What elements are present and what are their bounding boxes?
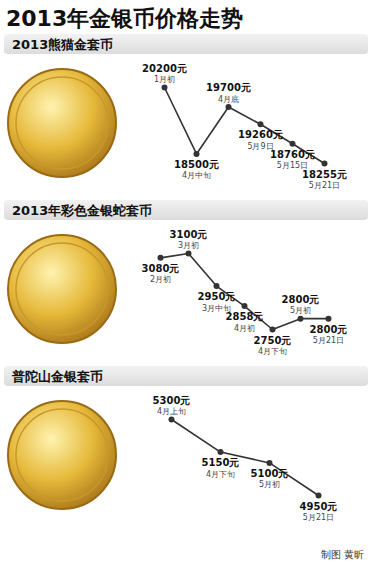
- html-text:2013年金银币价格走势: 2013年金银币价格走势: [6, 6, 244, 31]
- svg-text:2月初: 2月初: [150, 275, 171, 284]
- svg-text:1月初: 1月初: [154, 75, 175, 84]
- svg-text:3100元: 3100元: [170, 229, 208, 240]
- svg-text:5月初: 5月初: [259, 480, 280, 489]
- svg-text:5月21日: 5月21日: [303, 513, 334, 522]
- svg-text:2950元: 2950元: [198, 291, 236, 302]
- svg-text:3080元: 3080元: [142, 263, 180, 274]
- svg-text:4950元: 4950元: [300, 501, 338, 512]
- svg-text:4月初: 4月初: [234, 324, 255, 333]
- svg-text:4月下旬: 4月下旬: [258, 347, 287, 356]
- svg-text:20200元: 20200元: [142, 63, 187, 74]
- svg-text:5月9日: 5月9日: [247, 142, 273, 151]
- svg-text:5月15日: 5月15日: [277, 161, 308, 170]
- svg-text:3月中旬: 3月中旬: [202, 304, 231, 313]
- svg-text:4月下旬: 4月下旬: [206, 470, 235, 479]
- svg-text:5月21日: 5月21日: [309, 181, 340, 190]
- html-text:2013年彩色金银蛇套币: 2013年彩色金银蛇套币: [12, 203, 153, 218]
- svg-text:5月初: 5月初: [290, 306, 311, 315]
- svg-text:4月底: 4月底: [218, 95, 239, 104]
- svg-text:5300元: 5300元: [153, 395, 191, 406]
- svg-text:3月初: 3月初: [178, 241, 199, 250]
- svg-text:19700元: 19700元: [206, 82, 251, 93]
- svg-text:4月上旬: 4月上旬: [157, 407, 186, 416]
- svg-text:19260元: 19260元: [238, 129, 283, 140]
- html-text:制图 黄昕: 制图 黄昕: [320, 549, 364, 560]
- svg-text:18760元: 18760元: [270, 149, 315, 160]
- svg-text:18500元: 18500元: [174, 159, 219, 170]
- svg-text:2800元: 2800元: [282, 294, 320, 305]
- svg-text:5150元: 5150元: [202, 457, 240, 468]
- svg-text:5100元: 5100元: [251, 468, 289, 479]
- svg-text:5月21日: 5月21日: [313, 336, 344, 345]
- svg-text:2800元: 2800元: [310, 324, 348, 335]
- html-text:普陀山金银套币: 普陀山金银套币: [12, 369, 103, 384]
- html-text:2013熊猫金套币: 2013熊猫金套币: [12, 37, 114, 52]
- svg-text:18255元: 18255元: [302, 169, 347, 180]
- svg-text:4月中旬: 4月中旬: [182, 171, 211, 180]
- svg-text:2750元: 2750元: [254, 335, 292, 346]
- svg-text:2858元: 2858元: [226, 311, 264, 322]
